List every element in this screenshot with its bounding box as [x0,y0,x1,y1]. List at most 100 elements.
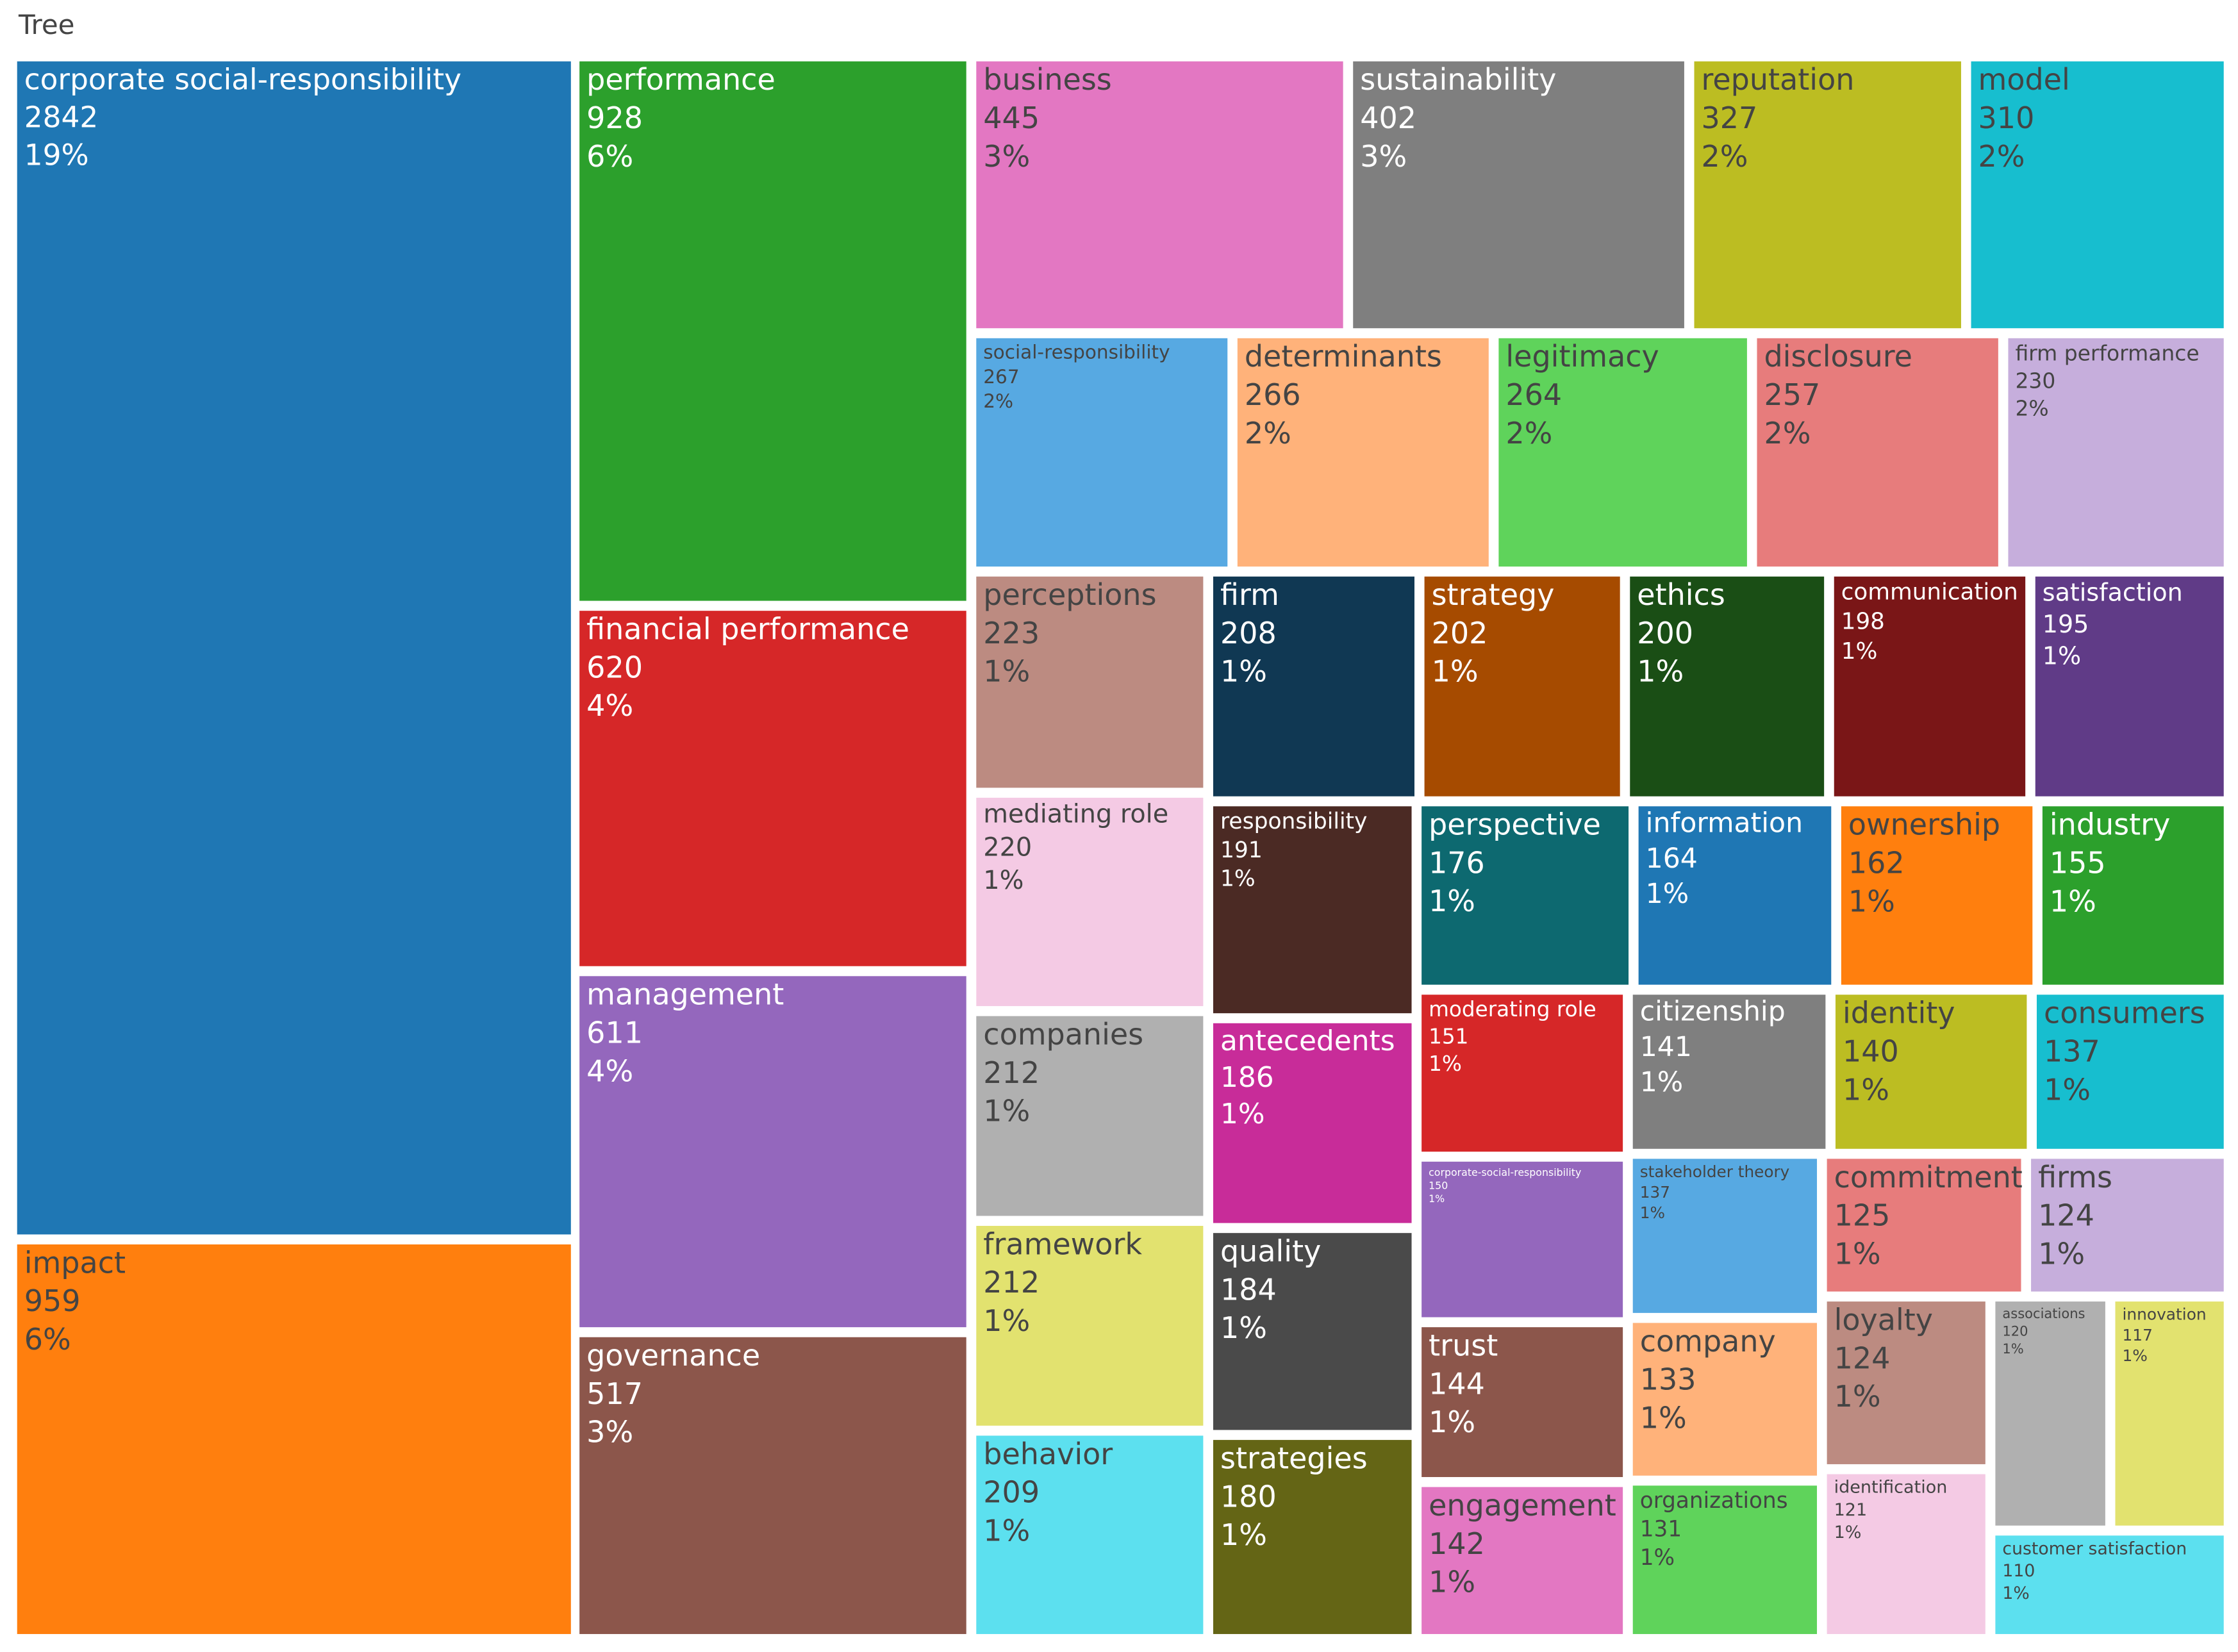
treemap-tile [976,61,1343,329]
tile-label: responsibility [1220,809,1367,834]
tile-label: determinants [1245,339,1442,374]
tile-label: company [1640,1324,1776,1359]
tile-label: strategies [1220,1441,1368,1475]
tile-value: 202 [1432,616,1488,650]
tile-value: 257 [1764,377,1820,412]
tile-percent: 1% [983,1094,1030,1128]
tile-label: trust [1429,1328,1498,1363]
tile-value: 198 [1841,609,1885,635]
tile-label: moderating role [1429,997,1596,1021]
tile-value: 264 [1505,377,1562,412]
tile-value: 117 [2122,1326,2152,1344]
tile-label: corporate social-responsibility [24,62,461,96]
tile-percent: 2% [1978,139,2025,174]
tile-percent: 1% [1429,1405,1475,1439]
treemap-tile [1632,995,1826,1149]
tile-label: consumers [2044,996,2205,1030]
tile-percent: 3% [983,139,1030,174]
tile-percent: 1% [1841,638,1878,665]
treemap-tile [1422,1161,1623,1317]
treemap-tile [1632,1159,1818,1313]
treemap-tile [976,797,1204,1007]
tile-percent: 1% [1220,1517,1267,1552]
tile-value: 209 [983,1475,1040,1510]
tile-label: innovation [2122,1305,2206,1323]
tile-label: ownership [1848,807,2000,842]
tile-value: 120 [2002,1323,2028,1339]
tile-percent: 1% [1834,1236,1881,1271]
treemap-tile [1213,1233,1412,1430]
treemap-tile [1213,576,1414,797]
tile-percent: 1% [983,866,1024,895]
tile-value: 310 [1978,101,2035,135]
tile-percent: 4% [586,688,633,723]
tile-percent: 1% [2043,642,2081,670]
treemap-tile [2031,1159,2224,1292]
tile-percent: 2% [983,390,1013,412]
tile-value: 131 [1640,1517,1682,1542]
treemap-tile [1995,1301,2105,1526]
treemap-tile [976,1435,1204,1634]
treemap-tile [1422,1487,1623,1634]
tile-percent: 2% [1764,416,1811,450]
treemap-tile [1422,995,1623,1152]
tile-label: associations [2002,1305,2085,1321]
chart-title: Tree [18,9,75,40]
tile-value: 162 [1848,845,1905,880]
treemap-tile [1841,806,2033,985]
tile-value: 267 [983,366,1019,388]
tile-label: performance [586,62,775,97]
tile-value: 208 [1220,616,1277,650]
treemap-tile [1213,806,1412,1014]
tile-percent: 1% [1429,1052,1462,1076]
tile-value: 124 [1834,1341,1891,1375]
tile-percent: 1% [1220,866,1256,892]
tile-percent: 1% [1432,654,1479,689]
treemap-tile [976,1016,1204,1216]
tile-percent: 1% [2122,1346,2147,1365]
tile-percent: 3% [1360,139,1407,174]
tile-value: 121 [1834,1500,1868,1520]
tile-percent: 1% [1640,1203,1665,1222]
treemap-tile [1213,1440,1412,1634]
tile-value: 137 [1640,1183,1670,1202]
tile-value: 151 [1429,1025,1468,1049]
tile-percent: 1% [983,1303,1030,1338]
tile-percent: 3% [586,1415,633,1450]
tile-value: 186 [1220,1061,1274,1094]
tile-value: 620 [586,650,643,684]
tile-value: 611 [586,1016,643,1050]
tile-label: sustainability [1360,62,1556,97]
tile-percent: 1% [1848,884,1895,918]
treemap-tile [1498,338,1747,567]
treemap-tile [1834,576,2026,797]
treemap-tile [2042,806,2224,985]
tile-value: 200 [1637,616,1693,650]
tile-value: 195 [2043,610,2089,638]
tile-label: identification [1834,1478,1948,1498]
tile-percent: 1% [2002,1583,2029,1603]
tile-label: impact [24,1245,126,1280]
tile-percent: 1% [1220,1098,1265,1130]
tile-percent: 1% [1429,1565,1475,1599]
tile-label: mediating role [983,800,1168,829]
tile-label: behavior [983,1437,1113,1471]
tile-label: antecedents [1220,1025,1395,1057]
tile-percent: 1% [2002,1341,2023,1357]
treemap-tile [976,338,1228,567]
tile-label: ethics [1637,577,1725,612]
tile-value: 2842 [24,100,98,134]
tile-label: companies [983,1017,1143,1052]
tile-label: management [586,977,784,1012]
tile-value: 110 [2002,1561,2035,1581]
tile-value: 266 [1245,377,1301,412]
tile-percent: 1% [1640,1067,1683,1098]
tile-value: 212 [983,1055,1040,1090]
treemap-tile [579,976,966,1328]
tile-label: social-responsibility [983,341,1170,363]
tile-value: 140 [1843,1034,1899,1068]
tile-label: industry [2050,807,2170,842]
treemap-tile [17,61,571,1235]
treemap-tile [579,61,966,601]
